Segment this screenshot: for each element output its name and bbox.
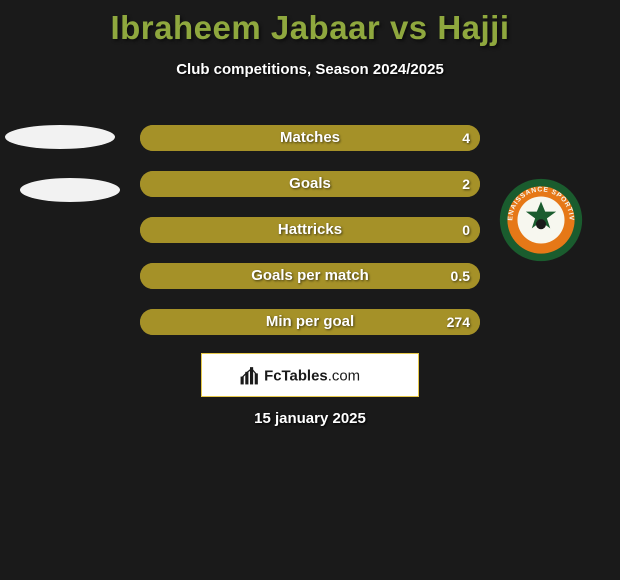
title-name1: Ibraheem Jabaar [110, 9, 380, 46]
title-vs: vs [390, 9, 428, 46]
stat-row-goals-per-match: Goals per match0.5 [140, 263, 480, 289]
left-placeholder-0 [5, 125, 115, 149]
stat-value: 2 [462, 171, 470, 197]
stat-label: Min per goal [140, 309, 480, 335]
stat-label: Goals per match [140, 263, 480, 289]
left-placeholder-1 [20, 178, 120, 202]
stat-label: Goals [140, 171, 480, 197]
stat-value: 0 [462, 217, 470, 243]
stat-value: 0.5 [451, 263, 470, 289]
stat-row-hattricks: Hattricks0 [140, 217, 480, 243]
stat-row-goals: Goals2 [140, 171, 480, 197]
stats-container: Matches4Goals2Hattricks0Goals per match0… [140, 125, 480, 355]
subtitle: Club competitions, Season 2024/2025 [0, 61, 620, 78]
title-name2: Hajji [437, 9, 509, 46]
page-title: Ibraheem Jabaar vs Hajji [0, 0, 620, 47]
stat-value: 274 [447, 309, 470, 335]
stat-row-min-per-goal: Min per goal274 [140, 309, 480, 335]
team-badge-right: RENAISSANCE SPORTIVE BERKANE [499, 178, 583, 262]
club-crest-icon: RENAISSANCE SPORTIVE BERKANE [499, 178, 583, 262]
site-logo[interactable]: FcTables .com [201, 353, 419, 397]
svg-text:.com: .com [328, 367, 360, 384]
stat-row-matches: Matches4 [140, 125, 480, 151]
stat-label: Hattricks [140, 217, 480, 243]
stat-label: Matches [140, 125, 480, 151]
stat-value: 4 [462, 125, 470, 151]
fctables-logo-icon: FcTables .com [239, 364, 380, 386]
snapshot-date: 15 january 2025 [0, 410, 620, 427]
svg-text:FcTables: FcTables [264, 367, 328, 384]
